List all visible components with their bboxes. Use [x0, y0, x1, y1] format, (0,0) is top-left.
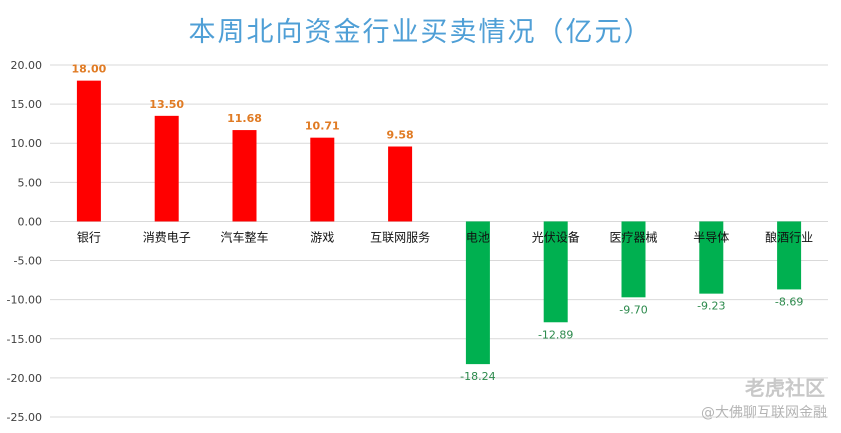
chart-title: 本周北向资金行业买卖情况（亿元）	[188, 17, 653, 48]
bar	[232, 130, 257, 222]
y-tick-label: -5.00	[14, 255, 42, 268]
y-tick-label: -25.00	[7, 411, 42, 424]
data-label: -9.23	[697, 300, 725, 313]
category-label: 汽车整车	[220, 229, 268, 244]
category-label: 医疗器械	[609, 229, 657, 244]
category-label: 银行	[77, 230, 101, 244]
y-tick-label: 5.00	[18, 176, 43, 189]
watermark-author: @大佛聊互联网金融	[701, 405, 827, 421]
bar	[543, 221, 568, 323]
data-label: -9.70	[619, 303, 647, 316]
data-label: 18.00	[72, 63, 107, 76]
data-label: -18.24	[460, 370, 495, 383]
bar	[310, 137, 335, 222]
bar	[388, 146, 413, 222]
watermark-logo-text: 老虎社区	[745, 376, 825, 400]
data-label: 10.71	[305, 120, 340, 133]
data-label: -12.89	[538, 328, 573, 341]
category-label: 电池	[466, 230, 490, 244]
bar	[777, 221, 802, 290]
bar	[154, 115, 179, 222]
data-label: 11.68	[227, 112, 262, 125]
data-label: 13.50	[149, 98, 184, 111]
y-tick-label: -15.00	[7, 333, 42, 346]
category-label: 光伏设备	[532, 230, 580, 244]
y-tick-label: 15.00	[11, 98, 43, 111]
data-label: 9.58	[387, 129, 414, 142]
bar	[465, 221, 490, 365]
y-tick-label: 20.00	[11, 59, 43, 72]
y-tick-label: 0.00	[18, 215, 43, 228]
bar	[621, 221, 646, 298]
category-label: 半导体	[693, 230, 729, 244]
category-label: 互联网服务	[370, 229, 430, 244]
y-tick-label: 10.00	[11, 137, 43, 150]
bar	[699, 221, 724, 294]
category-label: 消费电子	[143, 230, 191, 244]
bar	[76, 80, 101, 222]
data-label: -8.69	[775, 295, 803, 308]
category-label: 酿酒行业	[765, 229, 813, 244]
y-tick-label: -10.00	[7, 294, 42, 307]
category-label: 游戏	[310, 230, 334, 244]
y-tick-label: -20.00	[7, 372, 42, 385]
